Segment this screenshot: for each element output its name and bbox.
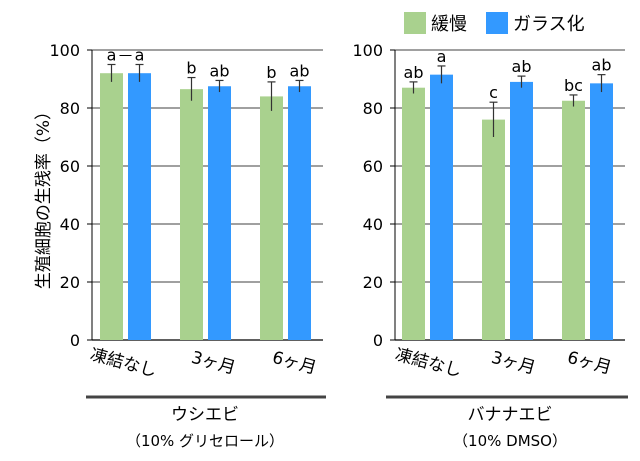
significance-letter: c — [489, 83, 498, 102]
panel-sublabel: （10% グリセロール） — [126, 432, 284, 450]
panel-label: ウシエビ — [171, 405, 239, 425]
y-tick-label: 20 — [60, 273, 80, 292]
significance-letter: ab — [404, 63, 424, 82]
y-tick-label: 0 — [70, 331, 80, 350]
category-label: 6ヶ月 — [270, 348, 318, 379]
y-tick-label: 100 — [49, 41, 80, 60]
y-tick-label: 60 — [363, 157, 383, 176]
legend: 緩慢 ガラス化 — [404, 12, 585, 35]
panel-label: バナナエビ — [468, 405, 553, 425]
significance-letter: ab — [290, 61, 310, 80]
y-tick-label: 40 — [363, 215, 383, 234]
significance-letter: b — [266, 63, 276, 82]
significance-letter: ab — [210, 61, 230, 80]
bar-slow-3 — [562, 100, 585, 340]
y-tick-label: 80 — [60, 99, 80, 118]
significance-letter: ab — [592, 56, 612, 75]
significance-letter: ab — [512, 57, 532, 76]
bar-vitrification-2 — [510, 81, 533, 341]
category-label: 凍結なし — [393, 345, 464, 382]
y-axis-label: 生殖細胞の生残率（%） — [34, 103, 54, 289]
bar-vitrification-3 — [288, 86, 311, 340]
bar-vitrification-1 — [128, 73, 151, 340]
bar-vitrification-1 — [430, 74, 453, 341]
y-tick-label: 100 — [352, 41, 383, 60]
category-label: 6ヶ月 — [565, 348, 613, 379]
significance-letter: bc — [564, 76, 583, 95]
y-tick-label: 80 — [363, 99, 383, 118]
panel-sublabel: （10% DMSO） — [453, 432, 567, 450]
significance-letter: a — [107, 46, 117, 65]
bar-slow-2 — [180, 89, 203, 341]
bar-vitrification-3 — [590, 83, 613, 340]
significance-letter: a — [437, 47, 447, 66]
bar-vitrification-2 — [208, 86, 231, 340]
legend-swatch-vitrification — [486, 12, 508, 34]
bar-slow-1 — [402, 87, 425, 340]
legend-label-slow: 緩慢 — [431, 14, 467, 35]
significance-letter: a — [135, 46, 145, 65]
category-label: 3ヶ月 — [489, 348, 537, 379]
y-tick-label: 40 — [60, 215, 80, 234]
category-label: 凍結なし — [88, 345, 159, 382]
y-tick-label: 20 — [363, 273, 383, 292]
legend-swatch-slow — [404, 12, 426, 34]
bar-slow-1 — [100, 73, 123, 340]
y-tick-label: 60 — [60, 157, 80, 176]
significance-letter: b — [186, 59, 196, 78]
legend-label-vitrification: ガラス化 — [513, 14, 585, 35]
bar-slow-3 — [260, 96, 283, 341]
bar-slow-2 — [482, 119, 505, 340]
y-tick-label: 0 — [373, 331, 383, 350]
category-label: 3ヶ月 — [189, 348, 237, 379]
